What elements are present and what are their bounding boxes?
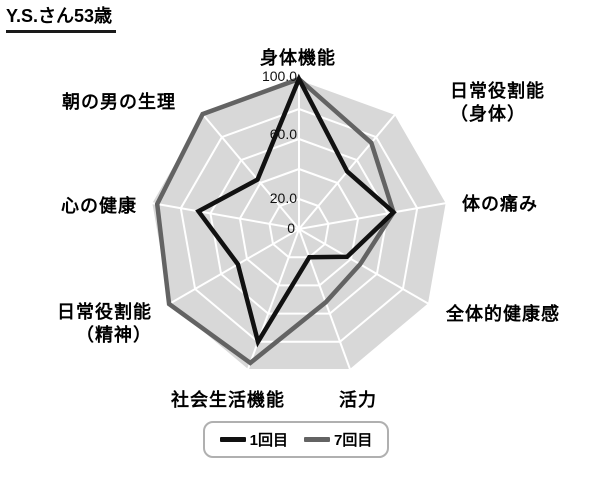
legend-label-series1: 1回目 — [249, 432, 288, 449]
axis-label-vitality: 活力 — [339, 390, 377, 410]
legend-item-series1: 1回目 — [219, 429, 288, 450]
axis-label-general-health: 全体的健康感 — [446, 304, 560, 324]
axis-label-social-function: 社会生活機能 — [171, 390, 285, 410]
axis-label-role-physical-line2: （身体） — [450, 104, 526, 124]
grid-spoke-8 — [201, 113, 300, 230]
legend-item-series2: 7回目 — [304, 429, 372, 450]
page-title: Y.S.さん53歳 — [6, 4, 117, 33]
axis-label-role-emotional-line1: 日常役割能 — [57, 302, 152, 322]
grid-ring-40 — [238, 167, 360, 287]
legend: 1回目 7回目 — [203, 421, 389, 458]
tick-label-100: 100.0 — [261, 68, 297, 84]
grid-ring-20 — [268, 197, 330, 259]
series1-line-swatch — [219, 437, 246, 442]
grid-spoke-6 — [168, 228, 300, 305]
grid-ring-100 — [150, 77, 448, 371]
grid-spoke-4 — [298, 228, 352, 371]
grid-spoke-2 — [298, 202, 447, 230]
series-polygon-7回目 — [154, 76, 396, 366]
grid-ring-60 — [209, 137, 389, 315]
axis-label-role-emotional: 日常役割能 （精神） — [57, 301, 152, 347]
grid-ring-80 — [179, 107, 419, 343]
grid-spoke-5 — [246, 228, 300, 371]
grid-spoke-3 — [298, 228, 430, 305]
axis-label-role-emotional-line2: （精神） — [76, 325, 152, 345]
series2-line-swatch — [304, 437, 330, 442]
legend-label-series2: 7回目 — [334, 432, 373, 449]
axis-label-mental-health: 心の健康 — [61, 196, 137, 216]
axis-label-morning-physiology: 朝の男の生理 — [62, 92, 176, 112]
tick-label-20: 20.0 — [269, 190, 297, 206]
axis-label-physical-function: 身体機能 — [260, 48, 336, 68]
series-polygon-1回目 — [195, 73, 397, 348]
tick-label-60: 60.0 — [269, 126, 297, 142]
tick-label-0: 0 — [287, 220, 295, 236]
axis-label-bodily-pain: 体の痛み — [462, 194, 538, 214]
grid-spoke-7 — [151, 202, 300, 230]
axis-label-role-physical-line1: 日常役割能 — [450, 81, 545, 101]
axis-label-role-physical: 日常役割能 （身体） — [450, 80, 545, 126]
